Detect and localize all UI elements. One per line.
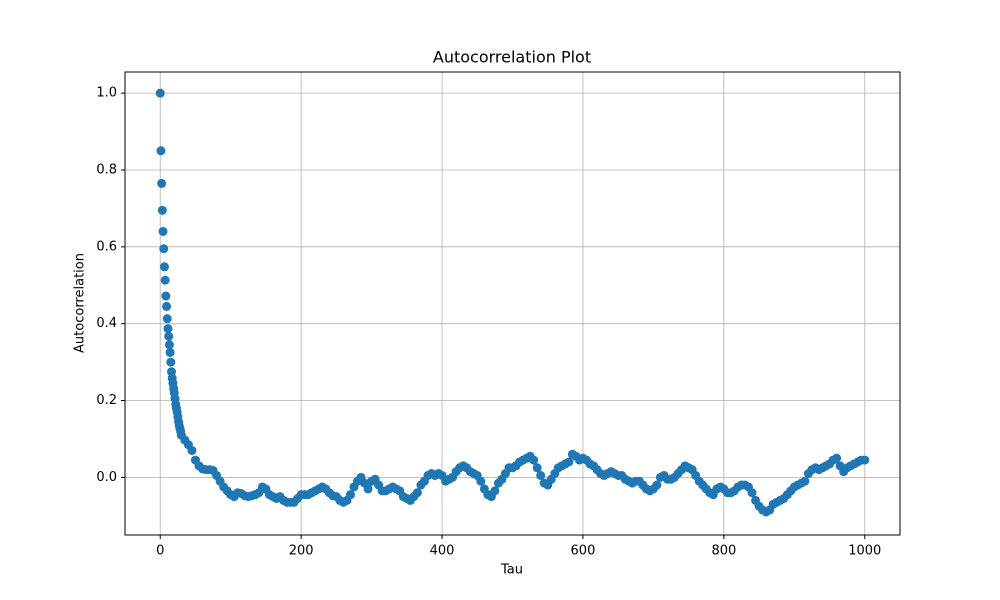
point (156, 146, 166, 156)
y-tick-label: 0.4 (96, 316, 117, 331)
y-tick-label: 0.2 (96, 393, 117, 408)
x-tick-label: 200 (289, 544, 314, 559)
point (159, 244, 169, 254)
point (167, 367, 176, 377)
point (860, 455, 870, 465)
x-tick-label: 0 (156, 544, 164, 559)
y-axis-label: Autocorrelation (73, 253, 88, 353)
point (160, 275, 170, 285)
point (652, 480, 662, 490)
point (158, 226, 168, 236)
point (166, 357, 176, 367)
point (529, 455, 539, 465)
point (536, 470, 546, 480)
point (165, 347, 175, 357)
y-tick-label: 0.0 (96, 470, 117, 485)
y-tick-label: 0.6 (96, 239, 117, 254)
point (832, 453, 842, 463)
chart-title: Autocorrelation Plot (433, 48, 591, 67)
point (476, 476, 486, 486)
point (159, 262, 169, 272)
point (800, 476, 810, 486)
point (564, 457, 574, 467)
x-axis-label: Tau (500, 563, 523, 578)
point (187, 445, 197, 455)
x-tick-label: 800 (711, 544, 736, 559)
plot-frame (124, 71, 901, 536)
point (161, 291, 171, 301)
point (162, 301, 172, 311)
point (164, 340, 174, 350)
point (747, 488, 757, 498)
point (490, 486, 500, 496)
point (163, 324, 173, 334)
point (157, 178, 167, 188)
y-tick-label: 1.0 (96, 86, 117, 101)
point (363, 484, 373, 494)
point (162, 314, 172, 324)
point (412, 488, 422, 498)
point (532, 463, 542, 473)
point (164, 331, 174, 341)
x-tick-label: 600 (571, 544, 596, 559)
x-tick-label: 1000 (848, 544, 881, 559)
point (155, 88, 165, 98)
point (345, 490, 355, 500)
point (157, 205, 167, 215)
y-tick-label: 0.8 (96, 162, 117, 177)
x-tick-label: 400 (430, 544, 455, 559)
